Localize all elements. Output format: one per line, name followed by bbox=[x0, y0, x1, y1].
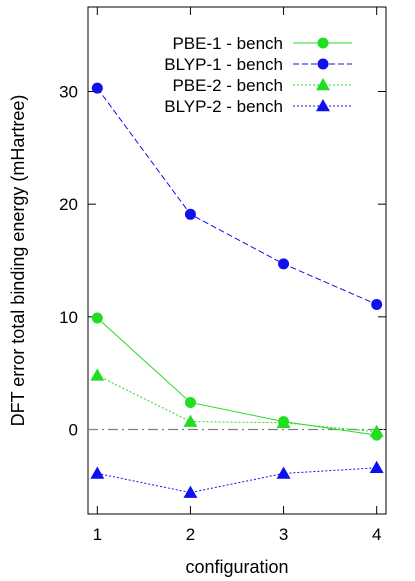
x-tick-label: 3 bbox=[279, 525, 288, 544]
y-tick-label: 20 bbox=[59, 195, 78, 214]
plot-frame bbox=[87, 6, 387, 515]
series-line bbox=[96, 317, 377, 436]
data-point bbox=[276, 466, 291, 479]
x-axis-label: configuration bbox=[185, 557, 288, 577]
data-point bbox=[369, 424, 384, 438]
series-2 bbox=[91, 82, 383, 310]
data-point bbox=[183, 485, 198, 498]
data-point bbox=[276, 415, 291, 428]
data-point bbox=[90, 368, 105, 381]
legend-label: PBE-2 - bench bbox=[172, 76, 283, 95]
legend: PBE-1 - bench BLYP-1 - bench PBE-2 - bench… bbox=[164, 34, 352, 116]
x-tick-label: 1 bbox=[93, 525, 102, 544]
legend-marker bbox=[316, 78, 330, 91]
legend-entry: PBE-2 - bench bbox=[172, 76, 352, 95]
legend-entry: PBE-1 - bench bbox=[172, 34, 352, 53]
legend-label: BLYP-2 - bench bbox=[164, 97, 283, 116]
series-4 bbox=[90, 460, 384, 498]
series-layer bbox=[90, 82, 384, 498]
series-line bbox=[97, 467, 377, 494]
data-point bbox=[183, 414, 198, 427]
data-point bbox=[369, 460, 384, 474]
series-line bbox=[97, 374, 377, 433]
legend-label: PBE-1 - bench bbox=[172, 34, 283, 53]
x-tick-label: 2 bbox=[186, 525, 195, 544]
data-point bbox=[371, 298, 383, 310]
data-point bbox=[278, 258, 290, 270]
y-tick-label: 10 bbox=[59, 308, 78, 327]
legend-entry: BLYP-1 - bench bbox=[164, 55, 352, 74]
y-tick-label: 30 bbox=[59, 83, 78, 102]
data-point bbox=[90, 466, 105, 479]
legend-marker bbox=[316, 99, 330, 112]
data-point bbox=[184, 396, 196, 408]
legend-marker bbox=[317, 37, 329, 49]
data-point bbox=[91, 82, 103, 94]
series-line bbox=[96, 87, 377, 305]
y-tick-label: 0 bbox=[69, 421, 78, 440]
data-point bbox=[91, 312, 103, 324]
series-3 bbox=[90, 368, 384, 438]
data-point bbox=[184, 208, 196, 220]
y-axis-label: DFT error total binding energy (mHartree… bbox=[8, 95, 28, 427]
legend-label: BLYP-1 - bench bbox=[164, 55, 283, 74]
legend-marker bbox=[317, 58, 329, 70]
series-1 bbox=[91, 312, 383, 441]
legend-entry: BLYP-2 - bench bbox=[164, 97, 352, 116]
x-tick-label: 4 bbox=[372, 525, 381, 544]
